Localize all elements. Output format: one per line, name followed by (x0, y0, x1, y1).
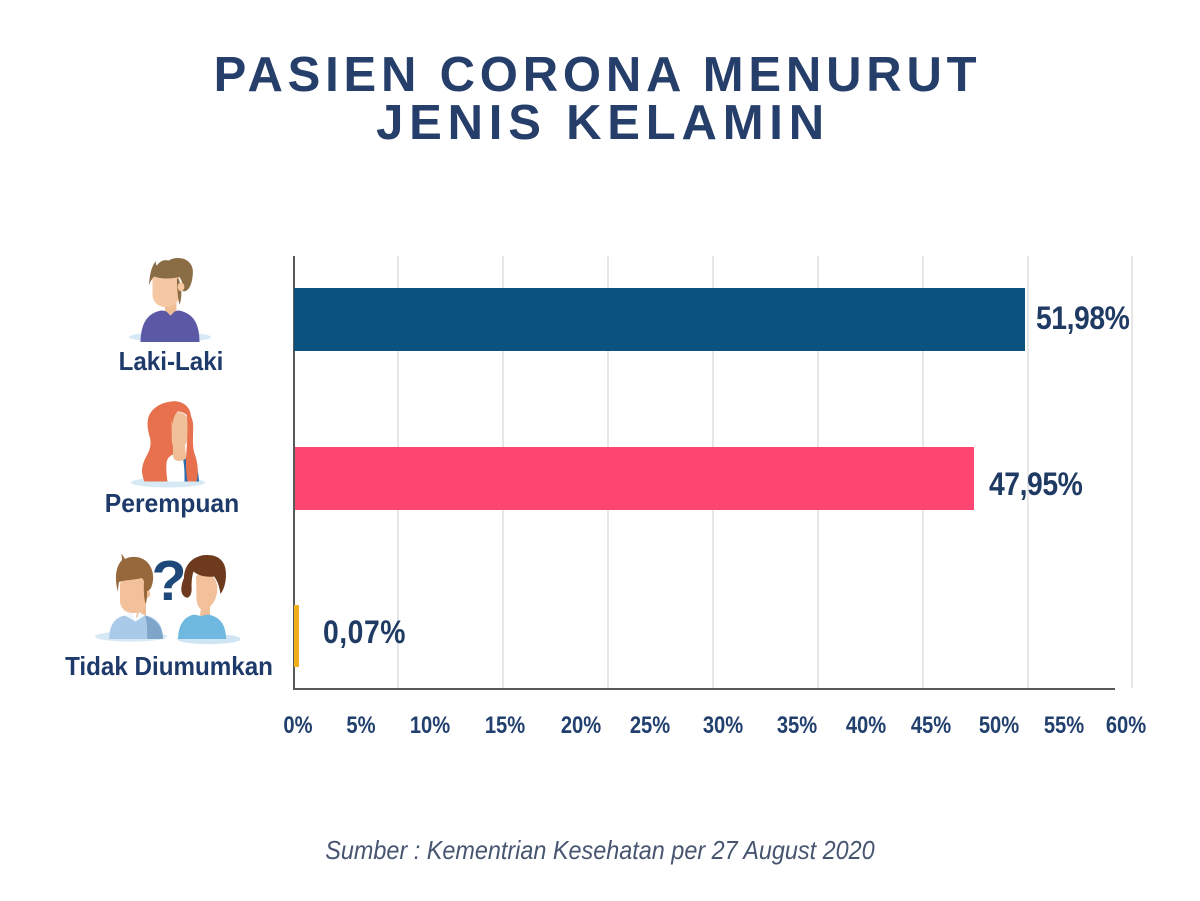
svg-text:?: ? (152, 549, 187, 613)
